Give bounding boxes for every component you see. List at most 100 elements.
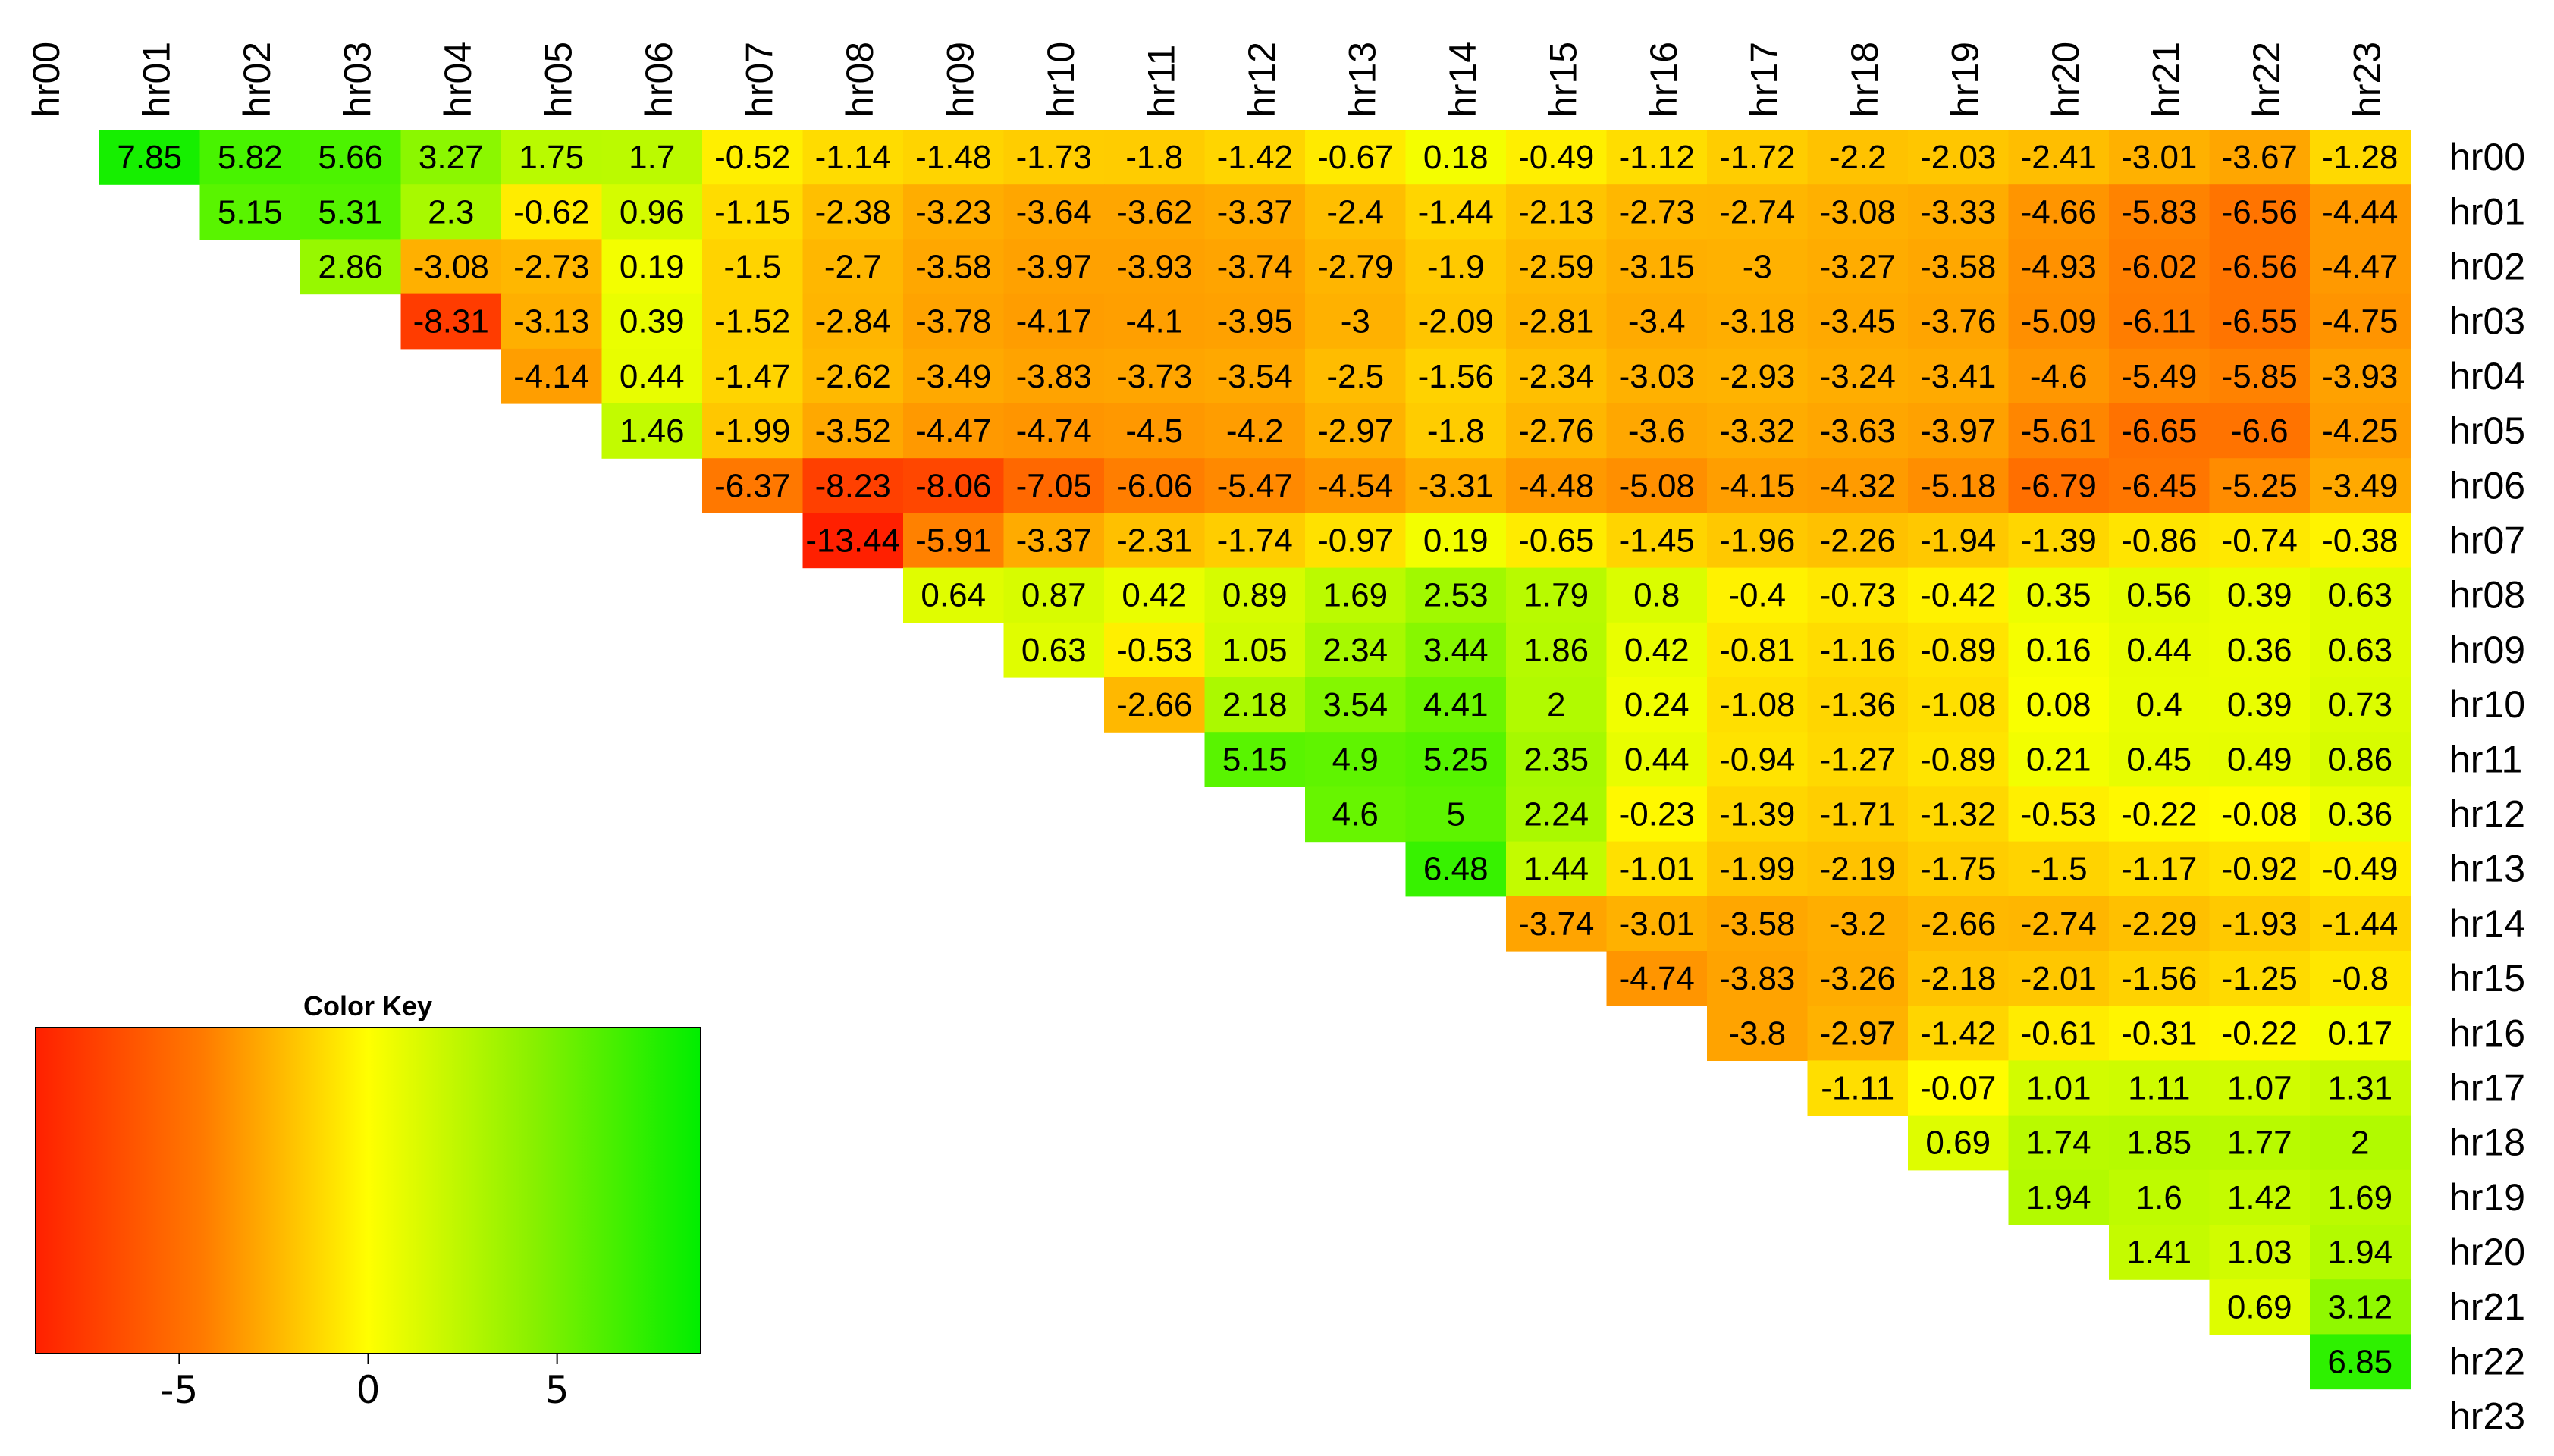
- heatmap-cell-hr13-hr23: [2310, 841, 2411, 897]
- heatmap-cell-hr00-hr05: [501, 130, 603, 185]
- heatmap-cell-hr18-hr20: [2008, 1115, 2110, 1171]
- heatmap-cell-value: -0.89: [1920, 632, 1996, 669]
- heatmap-cell-hr07-hr17: [1707, 513, 1809, 569]
- heatmap-cell-hr00-hr10: [1003, 130, 1105, 185]
- heatmap-cell-hr17-hr20: [2008, 1060, 2110, 1116]
- heatmap-cell-value: -4.6: [2030, 358, 2088, 395]
- heatmap-cell-value: 1.74: [2026, 1125, 2091, 1162]
- heatmap-cell-hr07-hr21: [2109, 513, 2210, 569]
- heatmap-cell-hr03-hr10: [1003, 293, 1105, 350]
- heatmap-cell-value: -1.36: [1820, 686, 1896, 723]
- heatmap-cell-hr09-hr16: [1606, 622, 1708, 678]
- row-label-hr15: hr15: [2449, 957, 2525, 999]
- heatmap-cell-value: -2.38: [815, 193, 891, 231]
- heatmap-cell-hr16-hr22: [2209, 1006, 2311, 1061]
- heatmap-cell-hr03-hr05: [501, 293, 603, 350]
- heatmap-cell-hr09-hr20: [2008, 622, 2110, 678]
- heatmap-cell-value: -3.95: [1217, 303, 1293, 340]
- heatmap-cell-value: 1.77: [2227, 1125, 2292, 1162]
- heatmap-cell-hr16-hr21: [2109, 1006, 2210, 1061]
- heatmap-cell-value: 1.31: [2327, 1070, 2392, 1107]
- heatmap-cell-value: -0.22: [2222, 1015, 2298, 1052]
- heatmap-cell-value: -1.47: [714, 358, 790, 395]
- heatmap-cell-value: -3.49: [915, 358, 991, 395]
- heatmap-cell-hr06-hr10: [1003, 458, 1105, 513]
- column-label-hr07: hr07: [738, 42, 780, 118]
- heatmap-cell-hr01-hr13: [1305, 184, 1407, 240]
- heatmap-cell-hr01-hr04: [400, 184, 502, 240]
- heatmap-cell-hr04-hr11: [1104, 348, 1206, 404]
- heatmap-cell-hr00-hr21: [2109, 130, 2210, 185]
- heatmap-cell-value: -2.97: [1317, 413, 1393, 450]
- heatmap-cell-value: -0.52: [714, 139, 790, 176]
- heatmap-cell-value: -0.81: [1719, 632, 1795, 669]
- heatmap-cell-value: -4.5: [1125, 413, 1183, 450]
- heatmap-cell-hr06-hr14: [1405, 458, 1507, 513]
- heatmap-cell-value: -3.83: [1719, 960, 1795, 997]
- heatmap-cell-value: -3.01: [1619, 905, 1695, 943]
- heatmap-cell-value: -3.64: [1016, 193, 1092, 231]
- heatmap-cell-value: -1.5: [723, 249, 781, 286]
- heatmap-cell-hr17-hr23: [2310, 1060, 2411, 1116]
- heatmap-cell-hr22-hr23: [2310, 1334, 2411, 1390]
- color-key-tick-label-0: 0: [356, 1368, 381, 1412]
- heatmap-cell-hr13-hr21: [2109, 841, 2210, 897]
- heatmap-cell-value: -4.75: [2322, 303, 2398, 340]
- heatmap-cell-value: -0.94: [1719, 741, 1795, 778]
- heatmap-cell-value: -2.79: [1317, 249, 1393, 286]
- heatmap-cell-value: 2.3: [428, 193, 474, 231]
- heatmap-cell-hr02-hr13: [1305, 239, 1407, 295]
- heatmap-cell-hr14-hr15: [1506, 896, 1608, 952]
- row-label-hr05: hr05: [2449, 410, 2525, 452]
- column-label-hr10: hr10: [1040, 42, 1082, 118]
- heatmap-cell-hr10-hr11: [1104, 677, 1206, 733]
- heatmap-cell-hr05-hr23: [2310, 403, 2411, 459]
- heatmap-cell-hr02-hr10: [1003, 239, 1105, 295]
- heatmap-cell-hr17-hr22: [2209, 1060, 2311, 1116]
- heatmap-cell-value: 0.36: [2227, 632, 2292, 669]
- color-key-ticks: -5 0 5: [160, 1354, 569, 1412]
- heatmap-cell-hr20-hr23: [2310, 1225, 2411, 1280]
- heatmap-cell-hr13-hr19: [1908, 841, 2010, 897]
- heatmap-cell-value: -13.44: [805, 522, 900, 560]
- heatmap-cell-hr08-hr20: [2008, 567, 2110, 623]
- heatmap-cell-value: -2.29: [2121, 905, 2197, 943]
- heatmap-cell-hr18-hr19: [1908, 1115, 2010, 1171]
- heatmap-cell-hr16-hr23: [2310, 1006, 2411, 1061]
- heatmap-cell-hr04-hr23: [2310, 348, 2411, 404]
- heatmap-cell-hr01-hr22: [2209, 184, 2311, 240]
- heatmap-cell-hr00-hr09: [903, 130, 1005, 185]
- heatmap-cell-hr01-hr08: [802, 184, 904, 240]
- heatmap-cell-value: 5.82: [218, 139, 283, 176]
- heatmap-cell-value: -2.7: [824, 249, 882, 286]
- heatmap-cell-hr05-hr10: [1003, 403, 1105, 459]
- heatmap-cell-hr03-hr19: [1908, 293, 2010, 350]
- row-label-hr17: hr17: [2449, 1067, 2525, 1109]
- heatmap-cell-value: 0.96: [620, 193, 685, 231]
- heatmap-cell-value: -1.56: [1418, 358, 1494, 395]
- heatmap-cell-hr04-hr14: [1405, 348, 1507, 404]
- heatmap-cell-hr12-hr20: [2008, 786, 2110, 843]
- heatmap-cell-hr00-hr07: [702, 130, 804, 185]
- heatmap-cell-hr13-hr17: [1707, 841, 1809, 897]
- heatmap-cell-value: 2: [1547, 686, 1565, 723]
- row-label-hr00: hr00: [2449, 136, 2525, 178]
- color-key-legend: Color Key -5 0 5: [35, 990, 701, 1412]
- heatmap-cell-value: 0.64: [921, 577, 986, 614]
- heatmap-cell-hr08-hr18: [1807, 567, 1909, 623]
- heatmap-cell-hr05-hr17: [1707, 403, 1809, 459]
- heatmap-cell-hr07-hr10: [1003, 513, 1105, 569]
- heatmap-cell-value: -1.12: [1619, 139, 1695, 176]
- heatmap-cell-value: -1.44: [1418, 193, 1494, 231]
- heatmap-cell-hr14-hr17: [1707, 896, 1809, 952]
- heatmap-cells: 7.85 5.82 5.66 3.27 1.75 1.7 -0.52 -1.14 -1.48 -1…: [99, 130, 2411, 1390]
- heatmap-cell-hr19-hr20: [2008, 1169, 2110, 1225]
- heatmap-cell-hr07-hr08: [802, 513, 904, 569]
- heatmap-cell-hr02-hr07: [702, 239, 804, 295]
- heatmap-cell-value: -6.06: [1116, 467, 1192, 504]
- heatmap-cell-hr13-hr16: [1606, 841, 1708, 897]
- heatmap-cell-value: 0.42: [1624, 632, 1690, 669]
- heatmap-cell-hr02-hr18: [1807, 239, 1909, 295]
- heatmap-cell-hr00-hr02: [199, 130, 301, 185]
- heatmap-cell-value: -3.78: [915, 303, 991, 340]
